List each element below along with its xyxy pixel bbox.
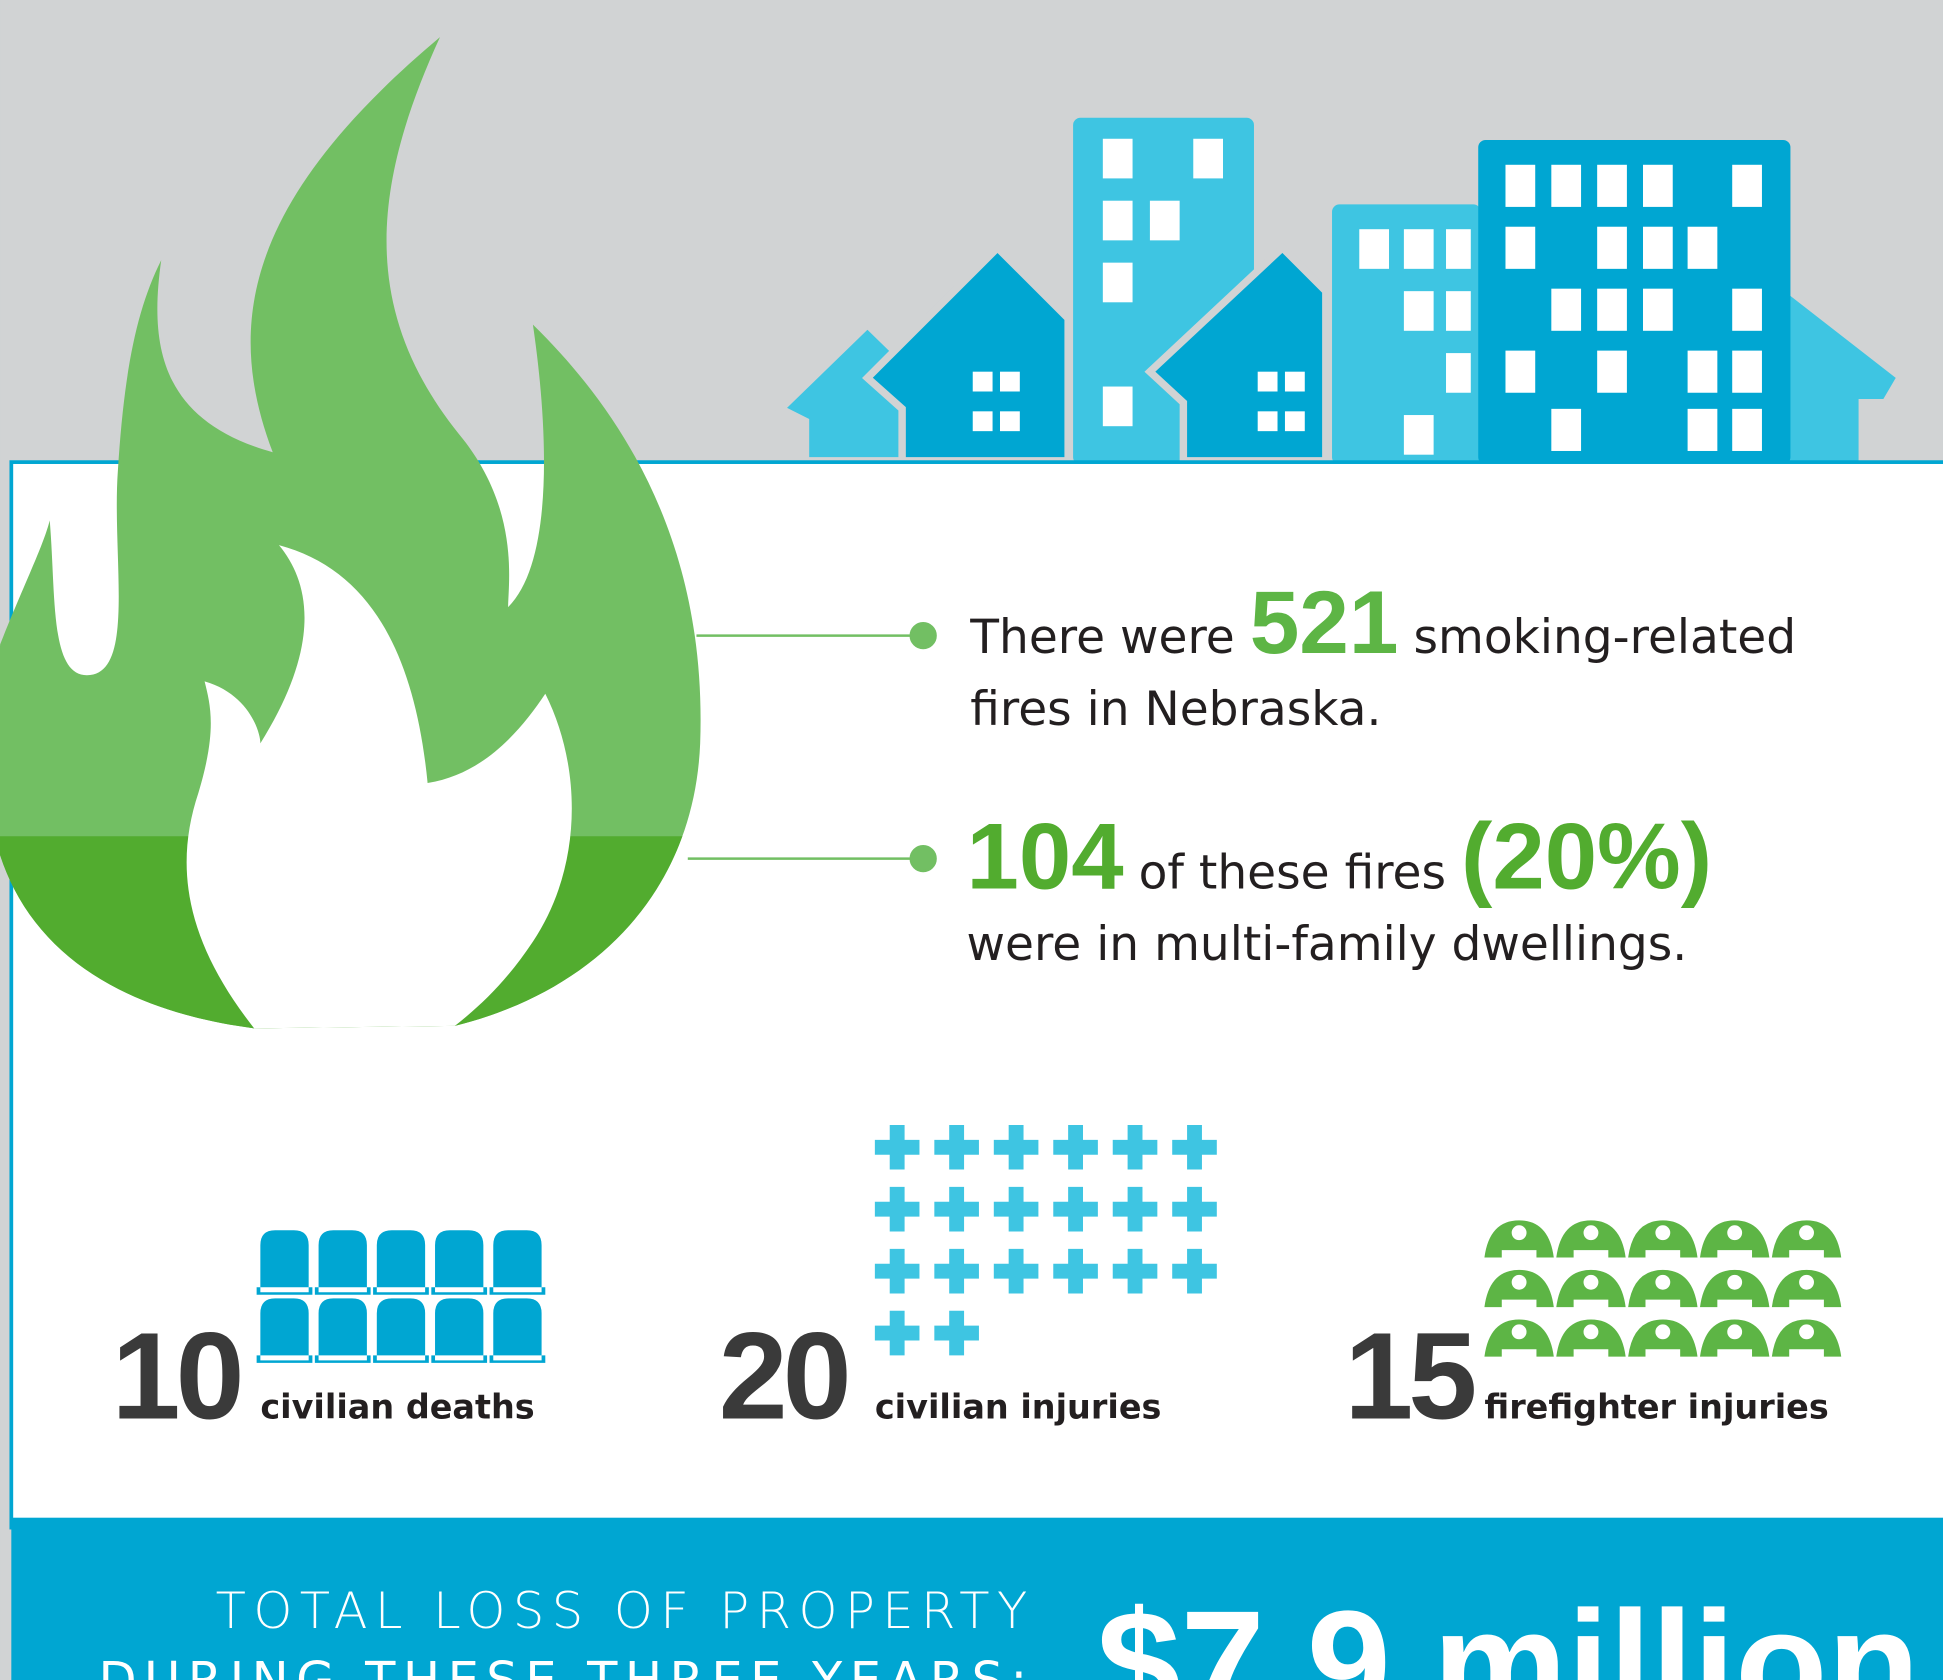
stat-icon	[490, 1230, 546, 1294]
stat-number: 15	[1344, 1308, 1474, 1446]
fact-number: 521	[1250, 572, 1399, 672]
stat-label: civilian deaths	[260, 1388, 534, 1427]
fact-number: 104	[967, 803, 1124, 908]
fact-text: There were	[969, 610, 1234, 665]
stat-icon	[257, 1298, 313, 1362]
stat-number: 10	[112, 1308, 240, 1446]
stat-number: 20	[719, 1308, 847, 1446]
footer-label: TOTAL LOSS OF PROPERTY	[216, 1582, 1035, 1640]
stat-icon	[257, 1230, 313, 1294]
stat-icon	[315, 1230, 371, 1294]
infographic: There were 521 smoking-related fires in …	[0, 0, 1943, 1680]
stat-icon	[431, 1298, 487, 1362]
fact-text: smoking-related	[1413, 610, 1796, 665]
stat-icon	[315, 1298, 371, 1362]
stat-icon	[490, 1298, 546, 1362]
footer-label: DURING THESE THREE YEARS:	[98, 1651, 1034, 1680]
fact-text: of these fires	[1139, 845, 1446, 900]
fact-text: fires in Nebraska.	[970, 682, 1381, 737]
stat-label: firefighter injuries	[1484, 1388, 1828, 1427]
footer-value: $7.9 million	[1097, 1580, 1920, 1680]
stat-icon	[373, 1230, 429, 1294]
page: There were 521 smoking-related fires in …	[0, 0, 1943, 1680]
stat-icon	[373, 1298, 429, 1362]
stat-label: civilian injuries	[875, 1388, 1162, 1427]
fact-text: were in multi-family dwellings.	[967, 917, 1688, 972]
stat-icon	[431, 1230, 487, 1294]
fact-percent: (20%)	[1461, 803, 1712, 908]
